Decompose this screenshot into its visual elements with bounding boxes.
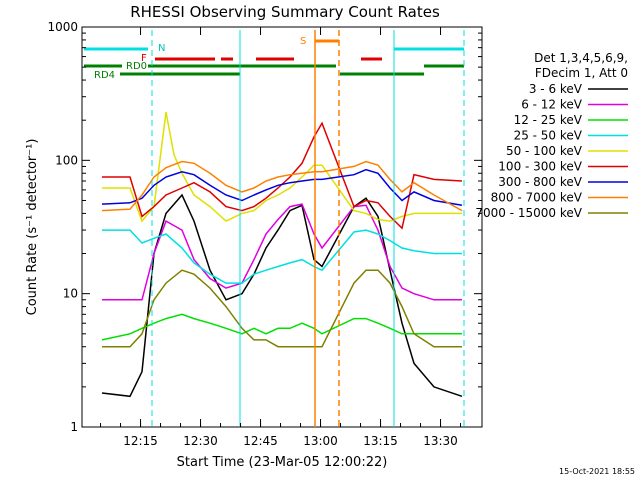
legend-label-4: 50 - 100 keV (506, 144, 583, 158)
legend-label-5: 100 - 300 keV (498, 160, 582, 174)
legend-header-2: FDecim 1, Att 0 (535, 66, 628, 80)
series-line-1 (102, 203, 462, 301)
x-tick-label: 12:30 (183, 434, 218, 448)
flag-label-n: N (158, 43, 165, 54)
legend-label-1: 6 - 12 keV (521, 98, 583, 112)
x-tick-label: 13:00 (303, 434, 338, 448)
legend-label-8: 7000 - 15000 keV (475, 206, 582, 220)
x-tick-label: 13:15 (363, 434, 398, 448)
series-line-0 (101, 193, 463, 398)
series-line-3 (102, 229, 462, 284)
flag-label-rd4: RD4 (94, 70, 115, 81)
y-tick-label: 100 (55, 153, 78, 167)
flag-label-f: F (141, 53, 147, 64)
x-tick-label: 12:45 (243, 434, 278, 448)
x-tick-label: 12:15 (123, 434, 158, 448)
flag-label-rd0: RD0 (126, 61, 147, 72)
legend-label-7: 800 - 7000 keV (491, 191, 583, 205)
y-tick-label: 10 (63, 287, 78, 301)
y-axis: 1 10 100 1000 (47, 20, 482, 434)
series-layer (101, 111, 463, 398)
chart-title: RHESSI Observing Summary Count Rates (130, 3, 440, 21)
series-line-5 (102, 121, 463, 230)
x-tick-label: 13:30 (423, 434, 458, 448)
series-line-2 (101, 313, 462, 341)
legend: Det 1,3,4,5,6,9, FDecim 1, Att 0 3 - 6 k… (475, 51, 628, 220)
x-axis-label: Start Time (23-Mar-05 12:00:22) (177, 455, 388, 470)
series-line-6 (101, 168, 463, 207)
legend-label-0: 3 - 6 keV (529, 82, 583, 96)
plot-frame (81, 26, 483, 428)
flag-layer: N F S RD0 RD4 (84, 30, 465, 427)
legend-label-3: 25 - 50 keV (514, 129, 583, 143)
plot-area: N F S RD0 RD4 (81, 26, 483, 428)
legend-header-1: Det 1,3,4,5,6,9, (534, 51, 628, 65)
x-axis: 12:15 12:30 12:45 13:00 13:15 13:30 (100, 27, 462, 448)
flag-label-s: S (300, 36, 306, 47)
legend-label-2: 12 - 25 keV (514, 113, 583, 127)
series-line-4 (102, 111, 462, 223)
y-tick-label: 1000 (47, 20, 78, 34)
y-tick-label: 1 (70, 420, 78, 434)
y-axis-label: Count Rate (s⁻¹ detector⁻¹) (25, 139, 40, 316)
series-line-7 (101, 160, 463, 212)
footer-date: 15-Oct-2021 18:55 (559, 467, 635, 476)
series-line-8 (102, 269, 462, 348)
legend-label-6: 300 - 800 keV (498, 175, 582, 189)
